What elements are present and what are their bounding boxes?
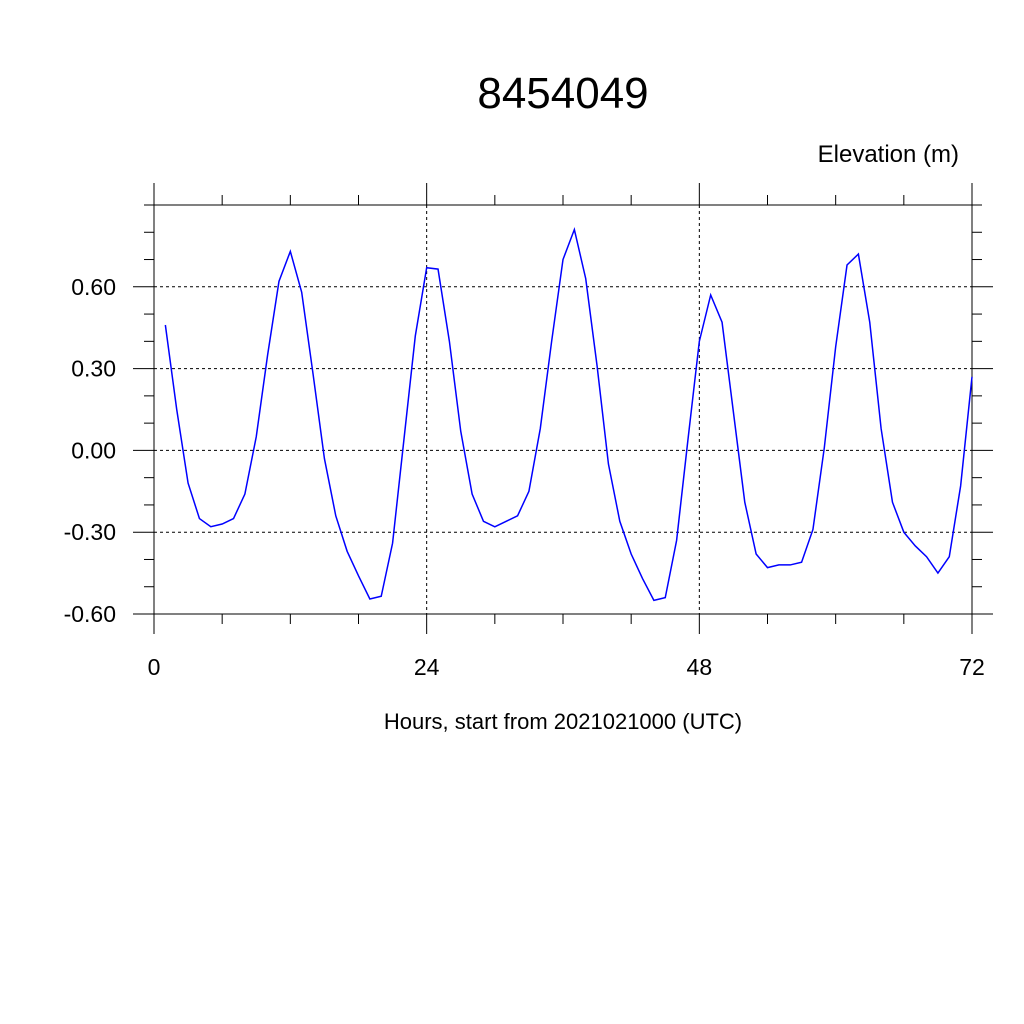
- x-tick-label: 48: [687, 654, 713, 680]
- x-tick-label: 0: [148, 654, 161, 680]
- y-tick-label: 0.60: [71, 274, 116, 300]
- y-tick-label: 0.30: [71, 356, 116, 382]
- plot-frame: [153, 204, 973, 615]
- x-axis-label: Hours, start from 2021021000 (UTC): [384, 709, 742, 734]
- y-tick-label: -0.30: [64, 519, 116, 545]
- y-axis-label: Elevation (m): [818, 141, 959, 168]
- chart-title: 8454049: [477, 69, 648, 118]
- y-tick-label: -0.60: [64, 601, 116, 627]
- x-tick-label: 72: [959, 654, 985, 680]
- data-line: [164, 226, 973, 602]
- y-tick-label: 0.00: [71, 437, 116, 463]
- x-tick-label: 24: [414, 654, 440, 680]
